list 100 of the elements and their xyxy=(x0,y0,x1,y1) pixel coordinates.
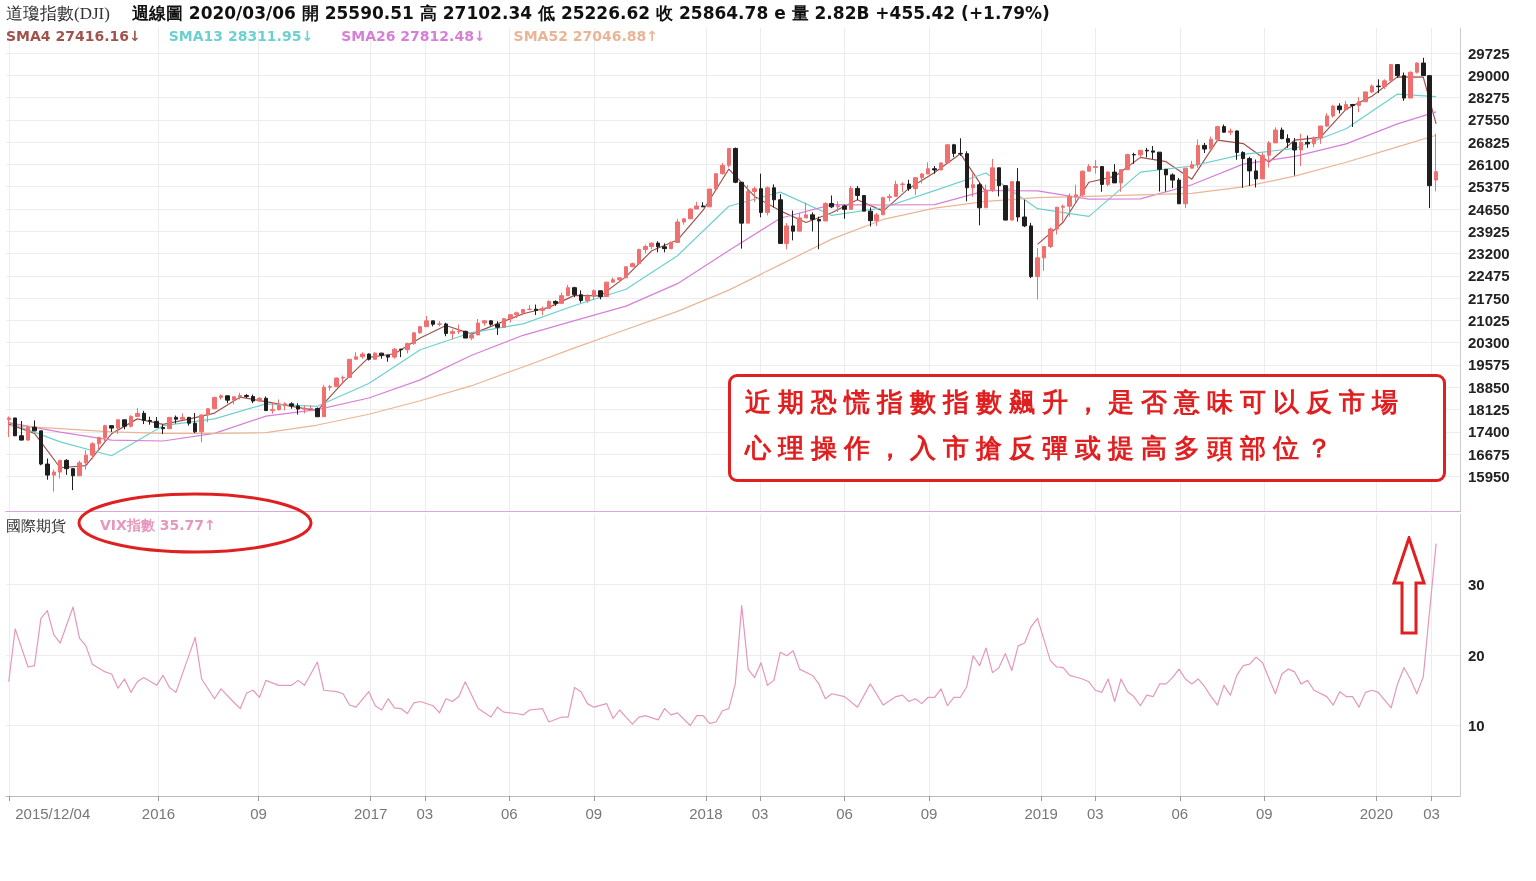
candlestick xyxy=(1299,133,1303,167)
candlestick xyxy=(161,423,165,435)
candlestick xyxy=(19,420,24,441)
candlestick xyxy=(714,172,718,190)
candlestick xyxy=(1061,203,1065,223)
candlestick xyxy=(116,419,120,435)
candlestick xyxy=(309,404,313,412)
candlestick xyxy=(251,394,255,404)
candlestick xyxy=(58,459,62,479)
candlestick xyxy=(1029,222,1033,279)
candlestick xyxy=(971,173,975,198)
candlestick xyxy=(45,458,50,481)
candlestick xyxy=(206,407,210,423)
candlestick xyxy=(1112,163,1117,184)
candlestick xyxy=(759,173,763,218)
candlestick xyxy=(1395,63,1400,79)
candlestick xyxy=(829,194,834,209)
candlestick xyxy=(630,261,635,268)
candlestick xyxy=(817,216,821,250)
candlestick xyxy=(765,185,770,216)
y-tick-label: 23925 xyxy=(1468,222,1510,240)
candlestick xyxy=(675,218,680,244)
candlestick xyxy=(469,332,474,341)
candlestick xyxy=(1067,192,1072,218)
candlestick xyxy=(26,425,30,442)
candlestick xyxy=(199,414,204,443)
candlestick xyxy=(122,419,127,430)
chart-title: 國際期貨 xyxy=(6,518,66,534)
candlestick xyxy=(855,185,860,201)
x-tick-label: 2019 xyxy=(1024,805,1058,822)
candlestick xyxy=(489,320,493,327)
candlestick xyxy=(1196,139,1200,169)
x-tick-label: 09 xyxy=(250,805,267,822)
candlestick xyxy=(424,315,429,328)
candlestick xyxy=(669,240,673,250)
candlestick xyxy=(868,206,873,228)
y-tick-label: 15950 xyxy=(1468,467,1510,485)
candlestick xyxy=(540,305,545,316)
candlestick xyxy=(77,460,82,477)
candlestick xyxy=(405,342,410,354)
candlestick xyxy=(392,347,397,360)
candlestick xyxy=(579,289,583,304)
x-tick-label: 2020 xyxy=(1359,805,1394,822)
y-tick-label: 21025 xyxy=(1468,311,1510,329)
candlestick xyxy=(502,317,506,328)
candlestick xyxy=(1177,177,1181,205)
candlestick xyxy=(1350,103,1355,128)
candlestick xyxy=(572,286,577,298)
candlestick xyxy=(547,299,551,310)
candlestick xyxy=(784,222,789,250)
candlestick xyxy=(232,395,236,405)
candlestick xyxy=(1100,166,1104,193)
candlestick xyxy=(604,281,609,298)
x-tick-label: 03 xyxy=(1423,805,1440,822)
candlestick xyxy=(1074,184,1078,203)
candlestick xyxy=(1260,152,1265,180)
candlestick xyxy=(1325,112,1329,128)
y-tick-label: 18850 xyxy=(1468,378,1510,396)
candlestick xyxy=(193,412,197,434)
candlestick xyxy=(148,416,152,426)
candlestick xyxy=(399,348,403,358)
candlestick xyxy=(791,210,795,241)
candlestick xyxy=(71,467,75,491)
candlestick xyxy=(1382,78,1387,90)
candlestick xyxy=(965,150,969,202)
candlestick xyxy=(1042,245,1046,272)
candlestick xyxy=(386,354,390,363)
candlestick xyxy=(180,412,185,421)
text: VIX指數 35.77↑ xyxy=(100,517,216,533)
candlestick xyxy=(1318,125,1323,145)
candlestick xyxy=(283,401,287,411)
text: SMA26 27812.48↓ xyxy=(341,28,486,44)
candlestick xyxy=(39,430,43,466)
candlestick xyxy=(1389,63,1393,83)
candlestick xyxy=(881,196,885,216)
text: SMA13 28311.95↓ xyxy=(168,28,314,44)
candlestick xyxy=(1363,91,1368,103)
candlestick xyxy=(437,320,442,327)
candlestick xyxy=(977,182,982,226)
candlestick xyxy=(1202,142,1207,154)
candlestick xyxy=(1003,185,1008,221)
candlestick xyxy=(1254,159,1258,188)
y-tick-label: 28275 xyxy=(1468,89,1510,107)
candlestick xyxy=(463,330,468,339)
candlestick xyxy=(952,143,956,158)
candlestick xyxy=(1138,149,1143,159)
candlestick xyxy=(997,167,1001,197)
candlestick xyxy=(810,211,815,232)
annotation: 近期恐慌指數指數飆升，是否意味可以反市場心理操作，入市搶反彈或提高多頭部位？ xyxy=(728,374,1446,482)
candlestick xyxy=(842,204,847,220)
candlestick xyxy=(682,218,686,226)
candlestick xyxy=(707,188,712,208)
candlestick xyxy=(495,320,500,336)
candlestick xyxy=(257,396,262,403)
candlestick xyxy=(611,277,615,284)
x-tick-label: 06 xyxy=(1171,805,1189,822)
candlestick xyxy=(874,212,879,227)
candlestick xyxy=(836,200,840,213)
candlestick xyxy=(1215,125,1220,142)
candlestick xyxy=(322,384,326,418)
